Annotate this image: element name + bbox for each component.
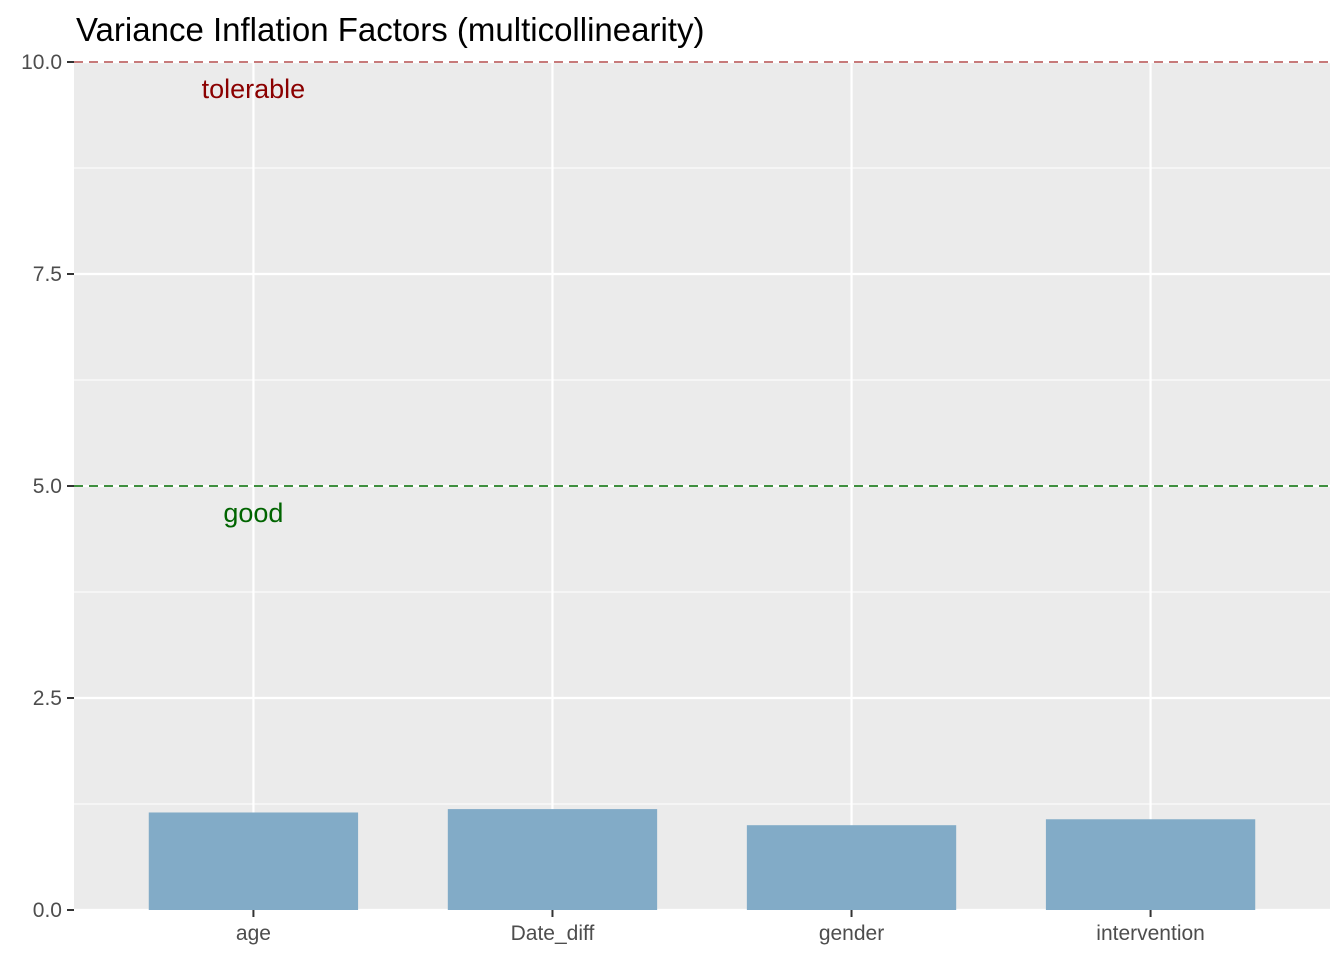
y-tick-label: 0.0 [33, 899, 62, 922]
y-tick-label: 2.5 [33, 687, 62, 710]
y-tick-label: 10.0 [21, 51, 62, 74]
bar-intervention [1045, 819, 1256, 910]
bar-date-diff [447, 809, 658, 910]
y-tick-label: 7.5 [33, 263, 62, 286]
x-tick-label: gender [819, 922, 884, 945]
bar-age [148, 812, 359, 910]
x-tick-label: intervention [1096, 922, 1205, 945]
bar-gender [746, 825, 957, 910]
y-axis: 0.0 2.5 5.0 7.5 10.0 [21, 51, 74, 922]
major-gridlines [74, 60, 1330, 912]
x-tick-label: Date_diff [511, 922, 595, 945]
y-tick-label: 5.0 [33, 475, 62, 498]
reference-lines: tolerable good [74, 61, 1330, 528]
x-axis: age Date_diff gender intervention [236, 910, 1205, 945]
chart-title: Variance Inflation Factors (multicolline… [76, 11, 704, 48]
reference-label-good: good [223, 498, 283, 528]
bars [148, 809, 1256, 910]
minor-gridlines [74, 167, 1330, 805]
x-tick-label: age [236, 922, 271, 945]
reference-label-tolerable: tolerable [202, 74, 306, 104]
